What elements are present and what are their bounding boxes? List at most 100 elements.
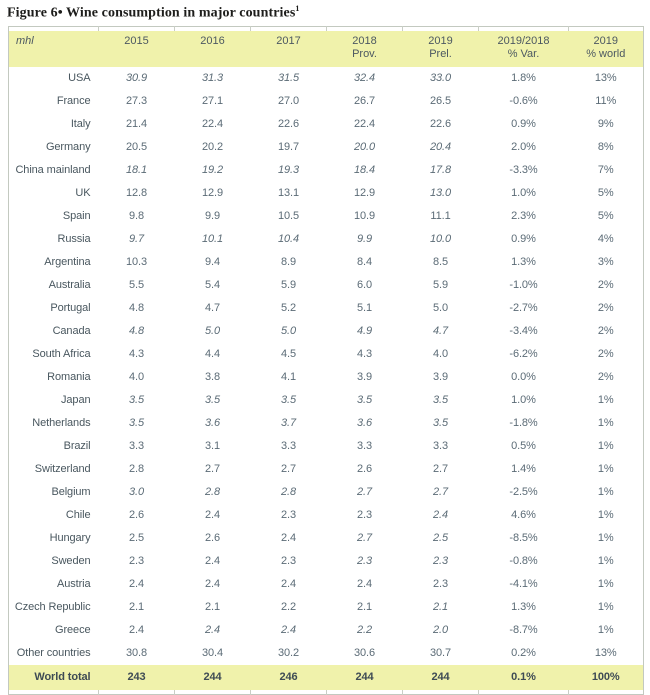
- value-cell: 2.4: [433, 509, 448, 522]
- col-header-2016: 2016: [174, 31, 251, 67]
- value-cell: 27.0: [277, 95, 299, 108]
- value-cell: 2%: [597, 279, 614, 292]
- value-cell: 8.9: [281, 256, 296, 269]
- country-label: Hungary: [49, 532, 91, 545]
- value-cell: 3.3: [433, 440, 448, 453]
- value-cell: 4.4: [205, 348, 220, 361]
- value-cell: 1%: [597, 578, 614, 591]
- table-row: Czech Republic 2.1 2.1 2.2 2.1 2.1 1.3% 1%: [9, 596, 644, 619]
- value-cell: 3.5: [205, 394, 220, 407]
- value-cell: 9.9: [357, 233, 372, 246]
- value-cell: 12.9: [201, 187, 223, 200]
- table-header-row: mhl 2015 2016 2017 2018 Prov. 2019 Prel.: [8, 31, 644, 67]
- table-row: Italy 21.4 22.4 22.6 22.4 22.6 0.9% 9%: [9, 113, 644, 136]
- total-value-cell: 244: [174, 664, 251, 690]
- total-value-cell: 246: [250, 664, 327, 690]
- value-cell: 2.4: [205, 509, 220, 522]
- value-cell: 18.4: [353, 164, 375, 177]
- country-label: Switzerland: [34, 463, 91, 476]
- value-cell: 22.4: [201, 118, 223, 131]
- value-cell: 10.1: [201, 233, 223, 246]
- value-cell: 12.9: [353, 187, 375, 200]
- value-cell: 2.0%: [511, 141, 536, 154]
- value-cell: 1.4%: [511, 463, 536, 476]
- value-cell: 3.8: [205, 371, 220, 384]
- value-cell: 11.1: [430, 210, 451, 223]
- country-label: Romania: [47, 371, 91, 384]
- country-label: Chile: [65, 509, 91, 522]
- value-cell: 1%: [597, 601, 614, 614]
- value-cell: 10.0: [429, 233, 451, 246]
- value-cell: 30.4: [201, 647, 223, 660]
- value-cell: 12.8: [125, 187, 147, 200]
- value-cell: 3.5: [433, 417, 448, 430]
- value-cell: 2.4: [129, 624, 144, 637]
- value-cell: 3.9: [357, 371, 372, 384]
- value-cell: 8%: [597, 141, 614, 154]
- value-cell: 3.0: [129, 486, 144, 499]
- value-cell: 3.5: [281, 394, 296, 407]
- value-cell: 2.8: [281, 486, 296, 499]
- value-cell: 3.5: [433, 394, 448, 407]
- table-row: Australia 5.5 5.4 5.9 6.0 5.9 -1.0% 2%: [9, 274, 644, 297]
- value-cell: 9.8: [129, 210, 144, 223]
- country-label: Brazil: [63, 440, 91, 453]
- value-cell: 2.3: [129, 555, 144, 568]
- value-cell: 2.5: [129, 532, 144, 545]
- country-label: Other countries: [16, 647, 91, 660]
- unit-label: mhl: [8, 31, 99, 67]
- value-cell: 1%: [597, 417, 614, 430]
- value-cell: -8.5%: [509, 532, 538, 545]
- table-row: Greece 2.4 2.4 2.4 2.2 2.0 -8.7% 1%: [9, 619, 644, 642]
- value-cell: 13%: [594, 72, 617, 85]
- value-cell: 20.4: [429, 141, 451, 154]
- value-cell: 2.4: [129, 578, 144, 591]
- value-cell: 4.1: [281, 371, 296, 384]
- value-cell: 2.7: [433, 486, 448, 499]
- value-cell: 5.0: [205, 325, 220, 338]
- value-cell: 2.1: [129, 601, 144, 614]
- table-row: UK 12.8 12.9 13.1 12.9 13.0 1.0% 5%: [9, 182, 644, 205]
- value-cell: 30.7: [429, 647, 451, 660]
- wine-consumption-table: mhl 2015 2016 2017 2018 Prov. 2019 Prel.: [8, 25, 644, 695]
- value-cell: 8.4: [357, 256, 372, 269]
- value-cell: 2%: [597, 325, 614, 338]
- value-cell: 4.3: [357, 348, 372, 361]
- value-cell: 0.5%: [511, 440, 536, 453]
- value-cell: 2.1: [205, 601, 220, 614]
- table-row: Germany 20.5 20.2 19.7 20.0 20.4 2.0% 8%: [9, 136, 644, 159]
- table-row: Spain 9.8 9.9 10.5 10.9 11.1 2.3% 5%: [9, 205, 644, 228]
- value-cell: 2.3: [433, 555, 448, 568]
- value-cell: 26.5: [429, 95, 451, 108]
- value-cell: -1.8%: [509, 417, 538, 430]
- country-label: Czech Republic: [14, 601, 91, 614]
- value-cell: 2.6: [357, 463, 372, 476]
- value-cell: -6.2%: [509, 348, 538, 361]
- value-cell: 5.9: [433, 279, 448, 292]
- figure-footnote-marker: 1: [295, 4, 300, 13]
- table-row: Hungary 2.5 2.6 2.4 2.7 2.5 -8.5% 1%: [9, 527, 644, 550]
- country-label: Argentina: [44, 256, 91, 269]
- value-cell: -3.4%: [509, 325, 538, 338]
- country-label: Greece: [55, 624, 91, 637]
- value-cell: 1%: [597, 394, 614, 407]
- value-cell: 2.4: [205, 578, 220, 591]
- value-cell: 2.2: [357, 624, 372, 637]
- value-cell: 2.3: [281, 555, 296, 568]
- value-cell: 4.3: [129, 348, 144, 361]
- value-cell: 1%: [597, 440, 614, 453]
- value-cell: 19.2: [201, 164, 223, 177]
- value-cell: 3.1: [205, 440, 220, 453]
- table-row: Argentina 10.3 9.4 8.9 8.4 8.5 1.3% 3%: [9, 251, 644, 274]
- value-cell: -3.3%: [509, 164, 538, 177]
- value-cell: 1.8%: [511, 72, 536, 85]
- total-value-cell: 100%: [568, 664, 644, 690]
- value-cell: 2.4: [357, 578, 372, 591]
- col-header-2015: 2015: [98, 31, 175, 67]
- value-cell: 2.5: [433, 532, 448, 545]
- value-cell: 3.6: [205, 417, 220, 430]
- value-cell: 13.0: [429, 187, 451, 200]
- value-cell: 2%: [597, 348, 614, 361]
- value-cell: 2.7: [433, 463, 448, 476]
- table-row: Russia 9.7 10.1 10.4 9.9 10.0 0.9% 4%: [9, 228, 644, 251]
